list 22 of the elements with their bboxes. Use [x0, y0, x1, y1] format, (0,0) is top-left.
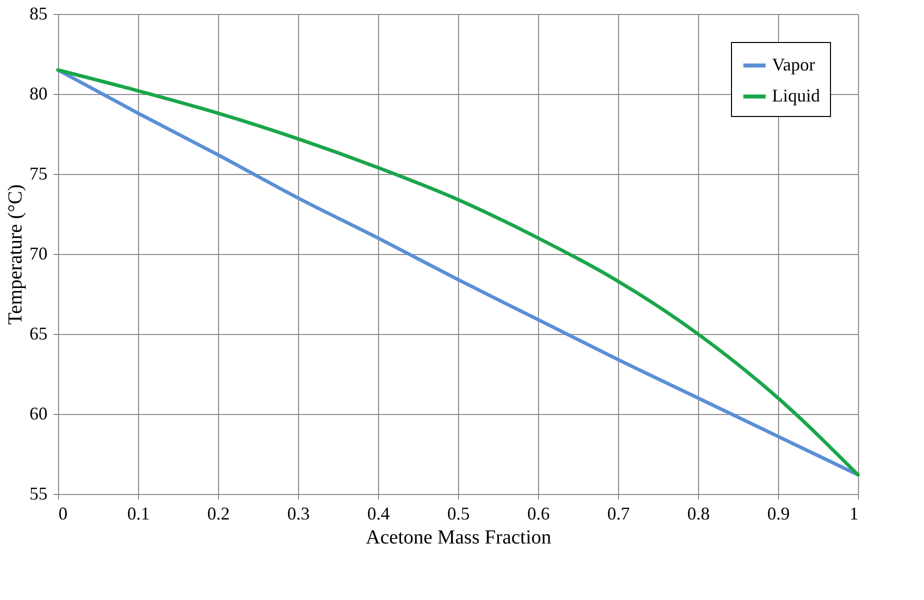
x-tick-label: 0	[58, 504, 68, 524]
legend-label: Liquid	[772, 86, 820, 106]
y-tick-label: 85	[30, 4, 48, 24]
x-tick-label: 0.4	[367, 504, 390, 524]
x-tick-label: 0.7	[607, 504, 630, 524]
y-tick-label: 75	[30, 164, 48, 184]
y-tick-label: 55	[30, 484, 48, 504]
x-tick-label: 0.1	[127, 504, 150, 524]
y-tick-label: 70	[30, 244, 48, 264]
x-tick-label: 0.8	[687, 504, 710, 524]
x-tick-label: 0.3	[287, 504, 310, 524]
legend-label: Vapor	[772, 54, 815, 74]
x-axis-title: Acetone Mass Fraction	[366, 526, 552, 548]
y-tick-label: 65	[30, 324, 48, 344]
x-tick-label: 0.2	[207, 504, 230, 524]
x-tick-label: 0.6	[527, 504, 550, 524]
x-tick-label: 0.9	[767, 504, 790, 524]
y-tick-label: 60	[30, 404, 48, 424]
x-tick-label: 1	[850, 504, 858, 524]
y-tick-label: 80	[30, 84, 48, 104]
y-axis-title: Temperature (°C)	[4, 184, 26, 325]
x-tick-label: 0.5	[447, 504, 470, 524]
